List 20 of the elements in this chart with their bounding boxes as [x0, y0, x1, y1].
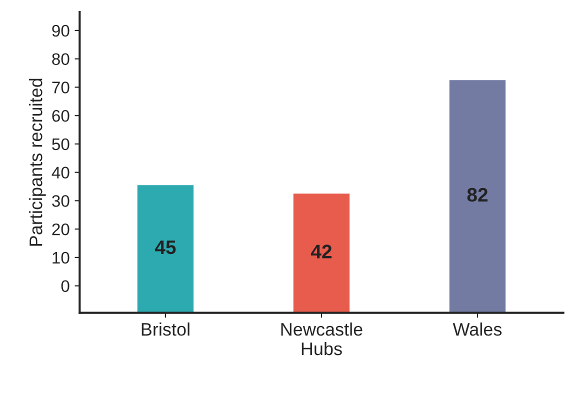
y-tick-label: 90 [52, 24, 70, 37]
y-tick-label: 50 [52, 138, 70, 150]
y-tick-label: 30 [52, 195, 70, 207]
x-tick-label: Bristol [142, 322, 190, 336]
bar [449, 80, 506, 313]
y-tick-label: 40 [52, 166, 70, 179]
y-axis-title: Participants recruited [29, 78, 46, 246]
bar [137, 185, 194, 313]
x-tick-label: Wales [452, 322, 502, 336]
data-label: 45 [154, 240, 176, 254]
data-label: 82 [467, 188, 488, 202]
y-tick-label: 20 [52, 223, 70, 236]
y-tick-label: 10 [52, 252, 70, 264]
bar [293, 194, 350, 313]
y-tick-label: 0 [61, 280, 70, 292]
y-tick-label: 60 [52, 110, 70, 122]
data-label: 42 [310, 244, 332, 258]
y-tick-label: 70 [52, 82, 70, 94]
x-tick-label: Newcastle Hubs [281, 322, 362, 356]
y-tick-label: 80 [52, 53, 70, 66]
